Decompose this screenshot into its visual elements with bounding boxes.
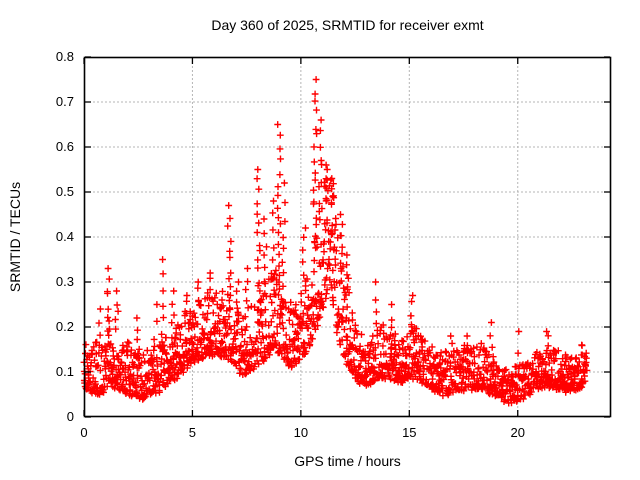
x-tick-label: 0 <box>80 425 88 440</box>
x-tick-label: 15 <box>402 425 417 440</box>
x-tick-label: 5 <box>188 425 197 440</box>
x-axis-label: GPS time / hours <box>294 453 401 469</box>
plot-border <box>83 56 612 418</box>
y-tick-label: 0.5 <box>55 184 74 199</box>
data-points <box>80 76 591 407</box>
chart-title: Day 360 of 2025, SRMTID for receiver exm… <box>211 17 484 33</box>
y-tick-label: 0.6 <box>55 139 74 154</box>
y-tick-label: 0 <box>66 409 74 424</box>
y-tick-label: 0.3 <box>55 274 74 289</box>
y-tick-label: 0.2 <box>55 319 74 334</box>
y-tick-label: 0.8 <box>55 49 74 64</box>
x-tick-label: 10 <box>293 425 309 440</box>
y-tick-label: 0.1 <box>55 364 74 379</box>
x-tick-label: 20 <box>510 425 525 440</box>
y-tick-label: 0.7 <box>55 94 74 109</box>
y-tick-label: 0.4 <box>55 229 74 244</box>
